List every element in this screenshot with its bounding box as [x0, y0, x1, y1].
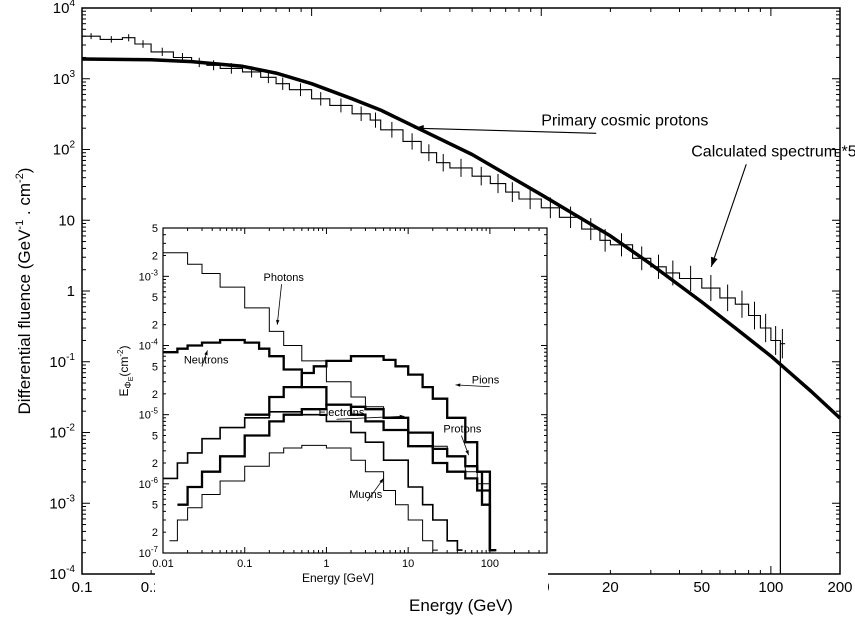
inset-label-arrow [336, 415, 405, 420]
inset-y-tick-label: 10-5 [139, 407, 159, 422]
inset-y-axis-label: EΦE(cm-2) [116, 346, 135, 397]
inset-label-arrow [455, 384, 490, 388]
inset-y-tick-label: 5 [152, 430, 158, 442]
inset-x-tick-label: 0.1 [237, 558, 252, 570]
inset-y-tick-label: 2 [152, 251, 158, 263]
inset-label-arrowhead [465, 450, 469, 456]
inset-label-protons: Protons [443, 424, 481, 436]
inset-y-tick-label: 5 [152, 292, 158, 304]
y-tick-label: 10-1 [49, 352, 75, 371]
inset-y-tick-label: 2 [152, 458, 158, 470]
annotation-arrow [414, 127, 597, 134]
inset-y-tick-label: 5 [152, 223, 158, 235]
x-tick-label: 100 [758, 579, 783, 596]
main-series [81, 33, 842, 574]
inset-x-tick-label: 100 [481, 558, 499, 570]
annotation-arrow [710, 164, 747, 267]
inset-label-arrowhead [204, 350, 208, 356]
inset-label-arrowhead [276, 319, 280, 325]
y-tick-label: 10 [58, 212, 75, 229]
series-calculated-spectrum-5e3 [82, 35, 786, 345]
inset-y-tick-label: 10-4 [139, 338, 159, 353]
annotation-primary-cosmic-protons: Primary cosmic protons [541, 112, 708, 129]
inset-label-neutrons: Neutrons [184, 354, 229, 366]
inset-label-arrow [276, 284, 282, 325]
y-tick-label: 102 [53, 140, 76, 159]
inset-y-tick-label: 10-6 [139, 476, 159, 491]
x-tick-label: 200 [827, 579, 852, 596]
y-tick-label: 10-3 [49, 493, 75, 512]
main-annotations: Primary cosmic protons Calculated spectru… [414, 112, 855, 267]
inset-label-arrowhead [379, 478, 384, 484]
y-axis-label: Differential fluence (GeV-1 . cm-2) [14, 168, 34, 415]
inset-y-tick-label: 10-3 [139, 268, 159, 283]
x-tick-label: 50 [693, 579, 710, 596]
inset-x-tick-label: 0.01 [152, 558, 173, 570]
inset-label-electrons: Electrons [319, 407, 365, 419]
annotation-calculated-spectrum-5e3: Calculated spectrum *5E3 [691, 143, 855, 160]
inset-series [163, 252, 497, 552]
inset-label-photons: Photons [264, 272, 305, 284]
annotation-arrowhead [711, 256, 718, 267]
x-tick-label: 20 [602, 579, 619, 596]
inset-series-pions [244, 355, 494, 552]
inset-series-neutrons [163, 338, 497, 552]
y-tick-label: 103 [53, 69, 76, 88]
inset-y-tick-label: 2 [152, 320, 158, 332]
inset-series-muons [169, 444, 438, 551]
y-tick-label: 104 [53, 0, 76, 17]
inset-series-electrons [163, 411, 463, 551]
inset-x-tick-label: 1 [323, 558, 329, 570]
series-primary-cosmic-protons [81, 57, 842, 420]
inset-axis-ticks: 0.01 0.1 1 10 100 5 2 10-3 5 2 10-4 5 2 10-5 5 2 10-6 5 2 1… [139, 223, 548, 570]
inset-x-axis-label: Energy [GeV] [302, 571, 374, 585]
inset-label-pions: Pions [472, 375, 500, 387]
inset-plot-frame [162, 227, 548, 554]
x-axis-label: Energy (GeV) [409, 596, 513, 615]
y-tick-label: 1 [67, 283, 75, 300]
inset-y-tick-label: 2 [152, 389, 158, 401]
y-tick-label: 10-4 [49, 564, 75, 583]
x-tick-label: 0.1 [72, 579, 93, 596]
inset-y-tick-label: 5 [152, 361, 158, 373]
annotation-arrowhead [414, 125, 424, 132]
inset-x-tick-label: 10 [402, 558, 414, 570]
inset-label-arrowhead [455, 383, 461, 387]
inset-series-protons [177, 403, 497, 552]
inset-y-tick-label: 5 [152, 500, 158, 512]
inset-annotations: Photons Neutrons Pions Electrons Protons Muon… [184, 272, 500, 502]
inset-y-tick-label: 2 [152, 527, 158, 539]
inset-y-tick-label: 10-7 [139, 545, 159, 560]
inset-label-arrowhead [399, 414, 405, 419]
y-tick-label: 10-2 [49, 423, 75, 442]
inset-label-muons: Muons [349, 489, 383, 501]
